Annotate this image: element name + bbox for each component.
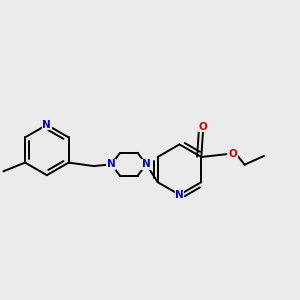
Text: O: O — [228, 149, 237, 159]
Text: N: N — [175, 190, 184, 200]
Text: N: N — [107, 159, 116, 169]
Text: N: N — [142, 159, 151, 169]
Text: N: N — [43, 120, 51, 130]
Text: O: O — [199, 122, 207, 132]
